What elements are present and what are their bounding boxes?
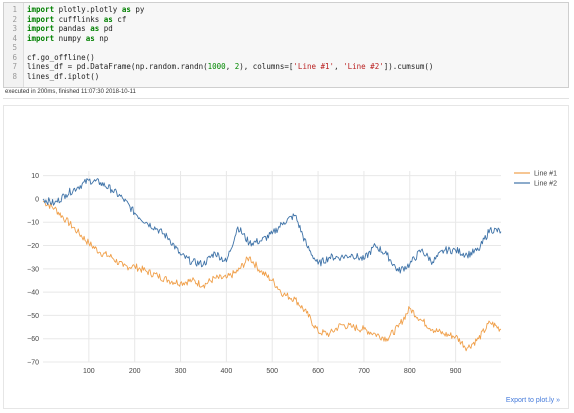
code-token: as bbox=[85, 33, 95, 43]
x-tick-label: 700 bbox=[358, 368, 370, 375]
code-token: numpy bbox=[54, 33, 86, 43]
code-line[interactable]: 4 import numpy as np bbox=[4, 34, 544, 43]
code-token: pd bbox=[99, 24, 113, 33]
code-token: , bbox=[225, 62, 235, 71]
code-text: cf.go_offline() bbox=[27, 53, 95, 62]
code-token: lines_df = pd.DataFrame(np.random.randn( bbox=[27, 62, 208, 71]
series-line-2[interactable] bbox=[42, 178, 502, 274]
legend-label[interactable]: Line #1 bbox=[534, 171, 557, 178]
code-token: import bbox=[27, 24, 55, 33]
line-number: 8 bbox=[12, 71, 17, 81]
x-tick-label: 500 bbox=[266, 368, 278, 375]
code-line[interactable]: 1 import plotly.plotly as py bbox=[4, 5, 544, 14]
code-text: import pandas as pd bbox=[27, 24, 113, 33]
code-token: ), columns=[ bbox=[239, 62, 294, 71]
code-token: py bbox=[130, 5, 145, 14]
code-token: as bbox=[103, 14, 113, 24]
series-line-1[interactable] bbox=[42, 200, 502, 352]
line-number: 4 bbox=[12, 33, 17, 43]
code-token: 2 bbox=[234, 62, 240, 71]
line-number: 3 bbox=[12, 24, 17, 33]
code-token: 'Line #2' bbox=[343, 62, 384, 71]
x-tick-label: 200 bbox=[129, 368, 141, 375]
code-token: pandas bbox=[54, 24, 91, 33]
code-line[interactable]: 5 bbox=[4, 43, 544, 52]
code-token: ]).cumsum() bbox=[383, 62, 434, 71]
y-tick-label: −30 bbox=[27, 266, 39, 273]
x-tick-label: 600 bbox=[312, 368, 324, 375]
x-tick-label: 900 bbox=[450, 368, 462, 375]
code-token: , bbox=[334, 62, 344, 71]
code-text: import numpy as np bbox=[27, 34, 108, 43]
code-line[interactable]: 2 import cufflinks as cf bbox=[4, 15, 544, 24]
x-tick-label: 100 bbox=[83, 368, 95, 375]
output-area: 10 0 −10 −20 −30 −40 −50 −60 −70 100 200 300 400 500 6… bbox=[3, 105, 569, 409]
code-token: np bbox=[94, 33, 109, 43]
y-tick-label: −70 bbox=[27, 360, 39, 367]
line-number: 6 bbox=[12, 52, 17, 62]
line-number: 1 bbox=[12, 5, 17, 14]
code-token: as bbox=[90, 24, 100, 33]
code-text: lines_df = pd.DataFrame(np.random.randn(… bbox=[27, 62, 433, 71]
code-token: import bbox=[27, 14, 55, 24]
code-line[interactable]: 8 lines_df.iplot() bbox=[4, 72, 544, 81]
code-cell[interactable]: 1 import plotly.plotly as py 2 import cuffl… bbox=[3, 2, 569, 88]
code-token: plotly.plotly bbox=[54, 5, 122, 14]
x-tick-label: 300 bbox=[175, 368, 187, 375]
export-to-plotly-link[interactable]: Export to plot.ly » bbox=[505, 397, 560, 404]
x-tick-label: 400 bbox=[221, 368, 233, 375]
code-line[interactable]: 3 import pandas as pd bbox=[4, 24, 544, 33]
code-line[interactable]: 6 cf.go_offline() bbox=[4, 53, 544, 62]
code-token: as bbox=[121, 5, 131, 14]
code-text: import plotly.plotly as py bbox=[27, 5, 144, 14]
code-token: cf.go_offline() bbox=[27, 52, 95, 62]
cell-divider bbox=[3, 98, 569, 99]
line-number-gutter bbox=[4, 3, 24, 87]
y-tick-label: −20 bbox=[27, 243, 39, 250]
code-token: import bbox=[27, 5, 55, 14]
code-token: cf bbox=[112, 14, 127, 24]
legend-label[interactable]: Line #2 bbox=[534, 181, 557, 188]
code-token: 1000 bbox=[207, 62, 226, 71]
line-number: 2 bbox=[12, 14, 17, 24]
execution-info: executed in 200ms, finished 11:07:30 201… bbox=[5, 89, 136, 95]
line-number: 7 bbox=[12, 62, 17, 71]
code-token: cufflinks bbox=[54, 14, 104, 24]
code-line[interactable]: 7 lines_df = pd.DataFrame(np.random.randn… bbox=[4, 62, 544, 71]
code-token: import bbox=[27, 33, 55, 43]
code-token: 'Line #1' bbox=[293, 62, 335, 71]
line-number: 5 bbox=[12, 43, 17, 52]
x-tick-label: 800 bbox=[404, 368, 416, 375]
code-text: import cufflinks as cf bbox=[27, 15, 126, 24]
y-tick-label: −40 bbox=[27, 290, 39, 297]
y-tick-label: −60 bbox=[27, 336, 39, 343]
code-text: lines_df.iplot() bbox=[27, 72, 99, 81]
code-token: lines_df.iplot() bbox=[27, 71, 100, 81]
y-tick-label: 10 bbox=[31, 173, 39, 180]
y-tick-label: 0 bbox=[35, 196, 39, 203]
y-tick-label: −50 bbox=[27, 313, 39, 320]
y-tick-label: −10 bbox=[27, 220, 39, 227]
